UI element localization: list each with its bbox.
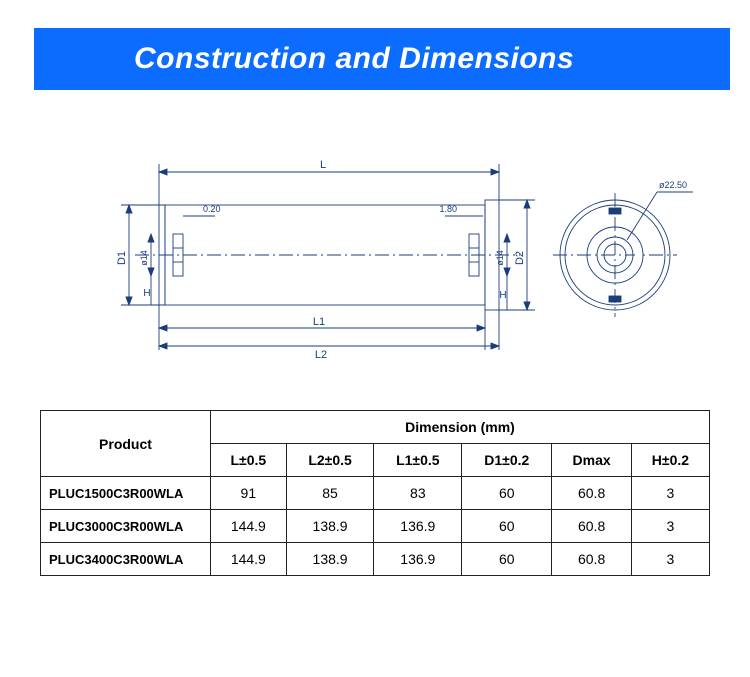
th-col5: H±0.2 — [631, 444, 709, 477]
th-col2: L1±0.5 — [374, 444, 462, 477]
value-cell: 144.9 — [211, 543, 287, 576]
product-name-cell: PLUC1500C3R00WLA — [41, 477, 211, 510]
value-cell: 60.8 — [552, 543, 631, 576]
table-row: PLUC3000C3R00WLA144.9138.9136.96060.83 — [41, 510, 710, 543]
value-cell: 60 — [462, 510, 552, 543]
product-name-cell: PLUC3000C3R00WLA — [41, 510, 211, 543]
value-cell: 136.9 — [374, 510, 462, 543]
dim-dia14-left-label: ø14 — [139, 250, 149, 266]
dim-D2-label: D2 — [514, 251, 526, 265]
value-cell: 91 — [211, 477, 287, 510]
value-cell: 138.9 — [286, 510, 374, 543]
dim-D1-label: D1 — [116, 251, 128, 265]
table-row: PLUC1500C3R00WLA9185836060.83 — [41, 477, 710, 510]
dim-small-left-label: 0.20 — [203, 204, 221, 214]
value-cell: 138.9 — [286, 543, 374, 576]
dim-enddia-label: ø22.50 — [659, 180, 687, 190]
value-cell: 60.8 — [552, 510, 631, 543]
th-col3: D1±0.2 — [462, 444, 552, 477]
dim-L1-label: L1 — [313, 316, 325, 328]
th-dimension: Dimension (mm) — [211, 411, 710, 444]
th-col1: L2±0.5 — [286, 444, 374, 477]
value-cell: 144.9 — [211, 510, 287, 543]
value-cell: 136.9 — [374, 543, 462, 576]
value-cell: 3 — [631, 477, 709, 510]
dim-dia14-right-label: ø14 — [495, 250, 505, 266]
product-name-cell: PLUC3400C3R00WLA — [41, 543, 211, 576]
value-cell: 83 — [374, 477, 462, 510]
page-banner: Construction and Dimensions — [34, 28, 730, 90]
dim-H-left-label: H — [143, 288, 150, 299]
value-cell: 85 — [286, 477, 374, 510]
dim-L2-label: L2 — [315, 349, 327, 361]
dim-L-label: L — [320, 159, 326, 171]
value-cell: 3 — [631, 543, 709, 576]
value-cell: 60 — [462, 543, 552, 576]
value-cell: 60.8 — [552, 477, 631, 510]
th-product: Product — [41, 411, 211, 477]
value-cell: 60 — [462, 477, 552, 510]
value-cell: 3 — [631, 510, 709, 543]
dimension-table: Product Dimension (mm) L±0.5 L2±0.5 L1±0… — [40, 410, 710, 576]
dimensional-drawing: L L1 L2 D1 D2 ø14 ø14 H H 0.20 1.80 ø22.… — [45, 150, 705, 370]
table-row: PLUC3400C3R00WLA144.9138.9136.96060.83 — [41, 543, 710, 576]
dim-small-right-label: 1.80 — [439, 204, 457, 214]
th-col0: L±0.5 — [211, 444, 287, 477]
dim-H-right-label: H — [499, 290, 506, 301]
th-col4: Dmax — [552, 444, 631, 477]
banner-title: Construction and Dimensions — [134, 42, 574, 75]
